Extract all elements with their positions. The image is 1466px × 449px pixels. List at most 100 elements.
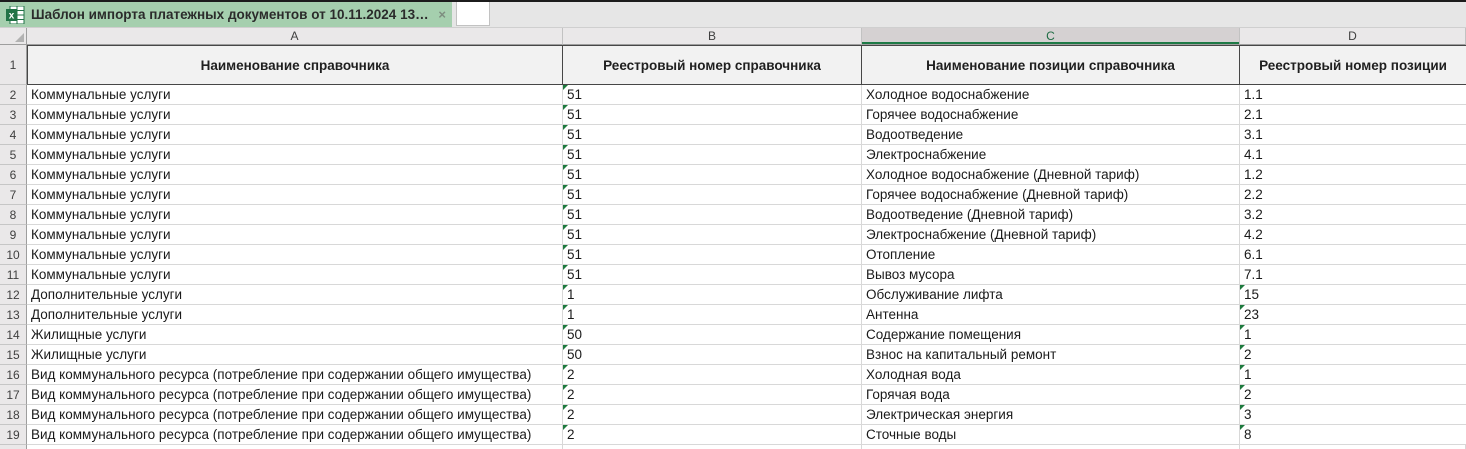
row-header-13[interactable]: 13 (0, 305, 27, 325)
cell-b15[interactable]: 50 (563, 345, 862, 365)
row-header-17[interactable]: 17 (0, 385, 27, 405)
cell-b14[interactable]: 50 (563, 325, 862, 345)
column-header-a[interactable]: A (27, 28, 563, 45)
cell-c4[interactable]: Водоотведение (862, 125, 1240, 145)
cell-c15[interactable]: Взнос на капитальный ремонт (862, 345, 1240, 365)
cell-a5[interactable]: Коммунальные услуги (27, 145, 563, 165)
cell-a8[interactable]: Коммунальные услуги (27, 205, 563, 225)
cell-d5[interactable]: 4.1 (1240, 145, 1466, 165)
cell-a9[interactable]: Коммунальные услуги (27, 225, 563, 245)
cell-a4[interactable]: Коммунальные услуги (27, 125, 563, 145)
cell-a16[interactable]: Вид коммунального ресурса (потребление п… (27, 365, 563, 385)
new-tab-box[interactable] (456, 2, 490, 26)
cell-c11[interactable]: Вывоз мусора (862, 265, 1240, 285)
template-header-cell[interactable]: Реестровый номер позиции (1240, 45, 1466, 85)
row-header-4[interactable]: 4 (0, 125, 27, 145)
cell-d15[interactable]: 2 (1240, 345, 1466, 365)
cell-b6[interactable]: 51 (563, 165, 862, 185)
cell-a15[interactable]: Жилищные услуги (27, 345, 563, 365)
cell-b13[interactable]: 1 (563, 305, 862, 325)
cell-d12[interactable]: 15 (1240, 285, 1466, 305)
select-all-corner[interactable] (0, 28, 27, 45)
cell-b9[interactable]: 51 (563, 225, 862, 245)
cell-b4[interactable]: 51 (563, 125, 862, 145)
row-header-16[interactable]: 16 (0, 365, 27, 385)
cell-b12[interactable]: 1 (563, 285, 862, 305)
row-header-15[interactable]: 15 (0, 345, 27, 365)
cell-b16[interactable]: 2 (563, 365, 862, 385)
cell-d10[interactable]: 6.1 (1240, 245, 1466, 265)
cell-c19[interactable]: Сточные воды (862, 425, 1240, 445)
cell-d2[interactable]: 1.1 (1240, 85, 1466, 105)
cell-d6[interactable]: 1.2 (1240, 165, 1466, 185)
cell-d18[interactable]: 3 (1240, 405, 1466, 425)
cell-b7[interactable]: 51 (563, 185, 862, 205)
cell-c10[interactable]: Отопление (862, 245, 1240, 265)
cell-a10[interactable]: Коммунальные услуги (27, 245, 563, 265)
cell-c7[interactable]: Горячее водоснабжение (Дневной тариф) (862, 185, 1240, 205)
cell-a2[interactable]: Коммунальные услуги (27, 85, 563, 105)
cell-b5[interactable]: 51 (563, 145, 862, 165)
column-header-c[interactable]: C (862, 28, 1240, 45)
cell-a12[interactable]: Дополнительные услуги (27, 285, 563, 305)
cell-a11[interactable]: Коммунальные услуги (27, 265, 563, 285)
row-header-3[interactable]: 3 (0, 105, 27, 125)
column-header-d[interactable]: D (1240, 28, 1466, 45)
row-header-8[interactable]: 8 (0, 205, 27, 225)
cell-d19[interactable]: 8 (1240, 425, 1466, 445)
cell-c3[interactable]: Горячее водоснабжение (862, 105, 1240, 125)
row-header-9[interactable]: 9 (0, 225, 27, 245)
cell-a7[interactable]: Коммунальные услуги (27, 185, 563, 205)
row-header-5[interactable]: 5 (0, 145, 27, 165)
cell-a18[interactable]: Вид коммунального ресурса (потребление п… (27, 405, 563, 425)
cell-a13[interactable]: Дополнительные услуги (27, 305, 563, 325)
cell-c5[interactable]: Электроснабжение (862, 145, 1240, 165)
cell-b17[interactable]: 2 (563, 385, 862, 405)
cell-d13[interactable]: 23 (1240, 305, 1466, 325)
cell-d16[interactable]: 1 (1240, 365, 1466, 385)
template-header-cell[interactable]: Наименование справочника (27, 45, 563, 85)
cell-c16[interactable]: Холодная вода (862, 365, 1240, 385)
row-header-6[interactable]: 6 (0, 165, 27, 185)
cell-c18[interactable]: Электрическая энергия (862, 405, 1240, 425)
cell-a3[interactable]: Коммунальные услуги (27, 105, 563, 125)
cell-b19[interactable]: 2 (563, 425, 862, 445)
cell-d14[interactable]: 1 (1240, 325, 1466, 345)
row-header-10[interactable]: 10 (0, 245, 27, 265)
cell-d17[interactable]: 2 (1240, 385, 1466, 405)
cell-c9[interactable]: Электроснабжение (Дневной тариф) (862, 225, 1240, 245)
cell-c8[interactable]: Водоотведение (Дневной тариф) (862, 205, 1240, 225)
cell-d11[interactable]: 7.1 (1240, 265, 1466, 285)
cell-a6[interactable]: Коммунальные услуги (27, 165, 563, 185)
row-header-14[interactable]: 14 (0, 325, 27, 345)
cell-d8[interactable]: 3.2 (1240, 205, 1466, 225)
cell-b3[interactable]: 51 (563, 105, 862, 125)
row-header-7[interactable]: 7 (0, 185, 27, 205)
template-header-cell[interactable]: Наименование позиции справочника (862, 45, 1240, 85)
cell-b8[interactable]: 51 (563, 205, 862, 225)
cell-c13[interactable]: Антенна (862, 305, 1240, 325)
cell-b11[interactable]: 51 (563, 265, 862, 285)
cell-a19[interactable]: Вид коммунального ресурса (потребление п… (27, 425, 563, 445)
document-tab[interactable]: x Шаблон импорта платежных документов от… (0, 2, 452, 27)
cell-b2[interactable]: 51 (563, 85, 862, 105)
row-header-19[interactable]: 19 (0, 425, 27, 445)
cell-d7[interactable]: 2.2 (1240, 185, 1466, 205)
cell-a17[interactable]: Вид коммунального ресурса (потребление п… (27, 385, 563, 405)
row-header-1[interactable]: 1 (0, 45, 27, 85)
column-header-b[interactable]: B (563, 28, 862, 45)
cell-c14[interactable]: Содержание помещения (862, 325, 1240, 345)
cell-c2[interactable]: Холодное водоснабжение (862, 85, 1240, 105)
row-header-12[interactable]: 12 (0, 285, 27, 305)
cell-d3[interactable]: 2.1 (1240, 105, 1466, 125)
row-header-2[interactable]: 2 (0, 85, 27, 105)
cell-a14[interactable]: Жилищные услуги (27, 325, 563, 345)
cell-c6[interactable]: Холодное водоснабжение (Дневной тариф) (862, 165, 1240, 185)
row-header-18[interactable]: 18 (0, 405, 27, 425)
cell-b18[interactable]: 2 (563, 405, 862, 425)
row-header-11[interactable]: 11 (0, 265, 27, 285)
cell-c17[interactable]: Горячая вода (862, 385, 1240, 405)
cell-c12[interactable]: Обслуживание лифта (862, 285, 1240, 305)
cell-d9[interactable]: 4.2 (1240, 225, 1466, 245)
cell-b10[interactable]: 51 (563, 245, 862, 265)
